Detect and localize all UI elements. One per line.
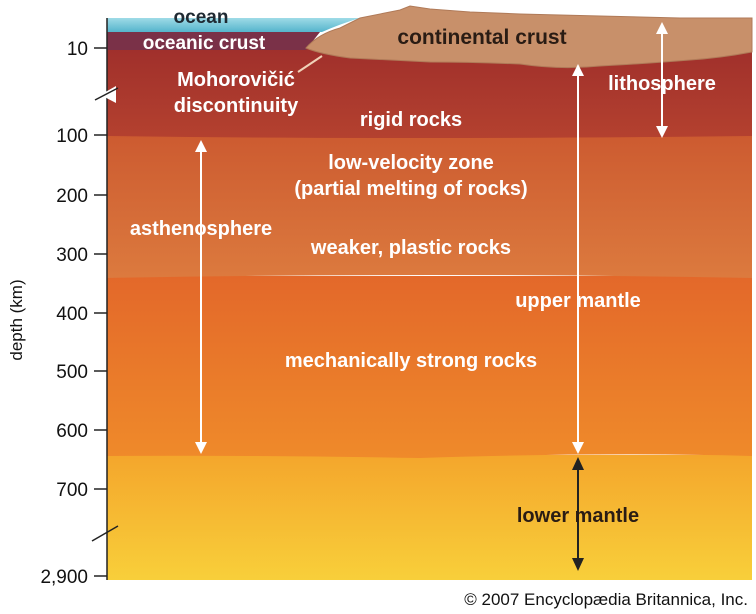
label-moho-line2: discontinuity: [174, 95, 299, 117]
continental-crust-layer: [305, 5, 753, 69]
tick-label-700: 700: [56, 480, 88, 501]
asthenosphere-arrow: [195, 140, 207, 454]
tick-label-300: 300: [56, 245, 88, 266]
copyright-credit: © 2007 Encyclopædia Britannica, Inc.: [464, 590, 748, 609]
lower-mantle-layer: [107, 455, 752, 580]
axis-break-lower-line: [91, 525, 119, 542]
tick-label-600: 600: [56, 421, 88, 442]
label-low-velocity-line2: (partial melting of rocks): [294, 178, 527, 200]
axis-break-upper-line: [94, 87, 119, 101]
label-strong-rocks: mechanically strong rocks: [285, 350, 537, 372]
tick-label-2900: 2,900: [40, 567, 88, 588]
lithosphere-arrow: [656, 22, 668, 138]
label-rigid-rocks: rigid rocks: [360, 109, 462, 131]
label-asthenosphere: asthenosphere: [130, 218, 272, 240]
label-continental-crust: continental crust: [397, 26, 566, 49]
upper-mantle-layer: [107, 276, 752, 458]
axis-title: depth (km): [7, 279, 26, 360]
label-moho-line1: Mohorovičić: [177, 69, 295, 91]
oceanic-crust-layer: [107, 30, 320, 50]
tick-label-400: 400: [56, 304, 88, 325]
upper-mantle-arrow: [572, 64, 584, 454]
tick-label-100: 100: [56, 126, 88, 147]
lower-mantle-arrow: [572, 457, 584, 571]
label-upper-mantle: upper mantle: [515, 290, 641, 312]
moho-pointer-line: [297, 55, 323, 73]
depth-ticks: [94, 47, 107, 577]
label-weaker-rocks: weaker, plastic rocks: [310, 237, 511, 259]
label-lower-mantle: lower mantle: [517, 505, 639, 527]
tick-label-200: 200: [56, 186, 88, 207]
tick-label-10: 10: [67, 39, 88, 60]
asthenosphere-layer: [107, 132, 752, 278]
ocean-layer: [107, 18, 360, 32]
label-oceanic-crust: oceanic crust: [143, 33, 266, 54]
label-ocean: ocean: [174, 7, 229, 28]
label-lithosphere: lithosphere: [608, 73, 716, 95]
tick-label-500: 500: [56, 362, 88, 383]
label-low-velocity-line1: low-velocity zone: [328, 152, 494, 174]
